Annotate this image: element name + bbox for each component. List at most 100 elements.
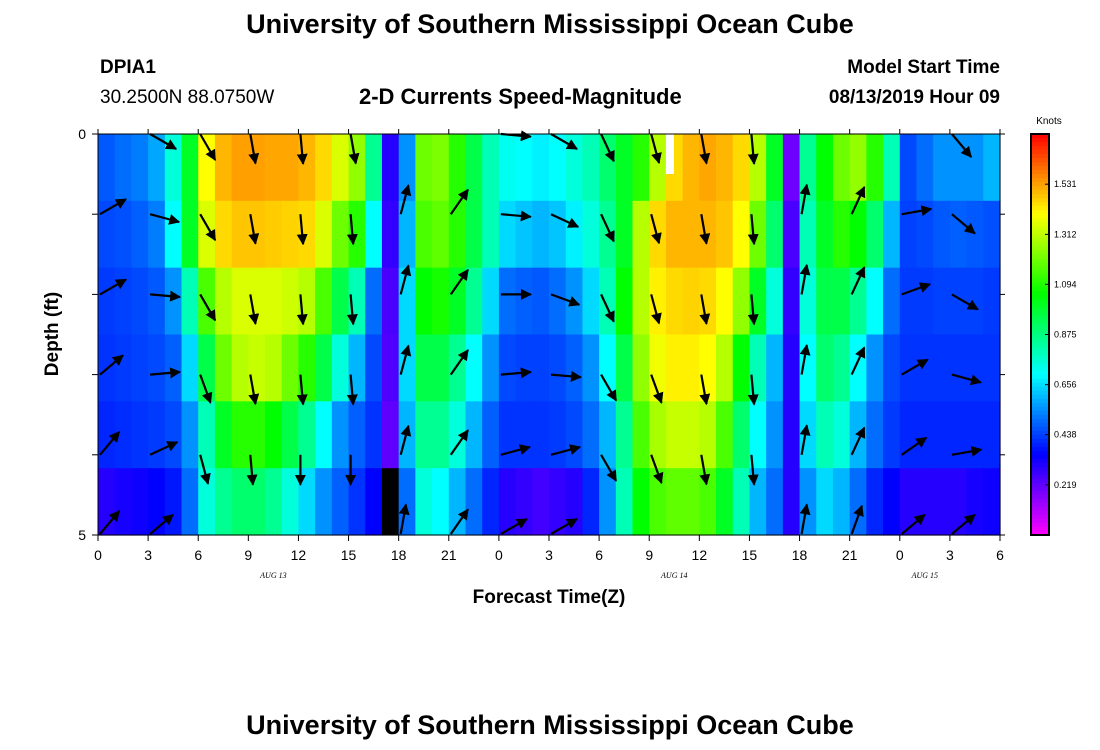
colorbar-segment — [1031, 182, 1049, 187]
current-vector-arrow — [600, 293, 615, 323]
heatmap-cell — [298, 401, 316, 469]
heatmap-cell — [799, 200, 817, 269]
heatmap-cell — [432, 267, 450, 336]
heatmap-cell — [281, 334, 300, 402]
colorbar-segment — [1031, 402, 1049, 408]
colorbar-tick-label: 1.094 — [1054, 279, 1077, 289]
heatmap-cell — [231, 200, 249, 269]
heatmap-cell — [933, 334, 951, 402]
heatmap-cell — [515, 267, 533, 336]
heatmap-cell — [749, 334, 767, 402]
heatmap-cell — [265, 468, 283, 536]
heatmap-cell — [549, 267, 567, 336]
colorbar-unit: Knots — [1036, 116, 1062, 127]
heatmap-cell — [331, 334, 350, 402]
current-vector-arrow — [850, 504, 864, 535]
heatmap-cell — [899, 334, 918, 402]
heatmap-cell — [114, 401, 132, 469]
colorbar-segment — [1031, 466, 1049, 472]
heatmap-cell — [949, 401, 968, 469]
heatmap-cell — [398, 200, 416, 269]
colorbar-segment — [1031, 250, 1049, 255]
heatmap-cell — [549, 334, 567, 402]
heatmap-cell — [716, 267, 734, 336]
colorbar-segment — [1031, 226, 1049, 231]
heatmap-cell — [983, 468, 1001, 536]
current-vector-arrow — [901, 282, 932, 296]
current-vector-arrow — [296, 374, 308, 406]
x-tick-label: 3 — [946, 547, 954, 563]
x-tick-label: 3 — [144, 547, 152, 563]
heatmap-cell — [465, 134, 483, 202]
heatmap-cell — [265, 401, 283, 469]
heatmap-cell — [281, 200, 300, 269]
heatmap-cell — [682, 334, 700, 402]
heatmap-cell — [949, 134, 968, 202]
station-coordinates: 30.2500N 88.0750W — [100, 87, 275, 108]
heatmap-cell — [816, 468, 834, 536]
colorbar-tick-label: 0.219 — [1054, 480, 1077, 490]
heatmap-cell — [665, 468, 684, 536]
heatmap-cell — [114, 468, 132, 536]
heatmap-cell — [899, 401, 918, 469]
heatmap-cell — [214, 200, 233, 269]
colorbar-segment — [1031, 346, 1049, 352]
heatmap-cell — [682, 267, 700, 336]
heatmap-cell — [749, 401, 767, 469]
heatmap-cell — [816, 134, 834, 202]
heatmap-cell — [415, 134, 433, 202]
heatmap-cell — [148, 334, 166, 402]
heatmap-cell — [265, 200, 283, 269]
colorbar-segment — [1031, 526, 1049, 532]
x-tick-label: 12 — [291, 547, 307, 563]
current-vector-arrow — [901, 436, 928, 456]
colorbar-segment — [1031, 418, 1049, 424]
current-vector-arrow — [296, 214, 308, 246]
current-vector-arrow — [399, 264, 412, 295]
heatmap-cell — [482, 334, 500, 402]
heatmap-cell — [131, 334, 149, 402]
colorbar-segment — [1031, 286, 1049, 291]
colorbar-segment — [1031, 158, 1049, 163]
heatmap-cell — [599, 200, 617, 269]
colorbar-segment — [1031, 170, 1049, 175]
heatmap-cell — [849, 134, 867, 202]
heatmap-cell — [432, 334, 450, 402]
heatmap-cell — [699, 401, 717, 469]
colorbar-segment — [1031, 386, 1049, 392]
heatmap-cell — [632, 401, 650, 469]
heatmap-cell — [381, 134, 400, 202]
heatmap-cell — [916, 200, 934, 269]
heatmap-cell — [532, 200, 550, 269]
heatmap-cell — [398, 401, 416, 469]
colorbar-segment — [1031, 178, 1049, 183]
heatmap-cell — [699, 134, 717, 202]
x-tick-label: 0 — [896, 547, 904, 563]
heatmap-cell — [766, 468, 784, 536]
heatmap-cell — [933, 134, 951, 202]
heatmap-cell — [432, 200, 450, 269]
colorbar-segment — [1031, 174, 1049, 179]
colorbar-segment — [1031, 506, 1049, 512]
heatmap-cell — [916, 401, 934, 469]
page-title: University of Southern Mississippi Ocean… — [246, 9, 854, 39]
heatmap-cell — [131, 134, 149, 202]
colorbar-segment — [1031, 438, 1049, 444]
current-vector-arrow — [799, 344, 811, 375]
heatmap-cell — [465, 334, 483, 402]
current-vector-arrow — [346, 374, 358, 406]
current-vector-arrow — [747, 133, 759, 165]
heatmap-cell — [498, 134, 517, 202]
colorbar-segment — [1031, 270, 1049, 275]
current-vector-arrow — [747, 214, 759, 246]
colorbar-segment — [1031, 494, 1049, 500]
colorbar-segment — [1031, 442, 1049, 448]
heatmap-cell — [749, 200, 767, 269]
heatmap-cell — [281, 401, 300, 469]
heatmap-cell — [782, 334, 801, 402]
heatmap-cell — [849, 267, 867, 336]
heatmap-cell — [983, 134, 1001, 202]
heatmap-cell — [315, 200, 333, 269]
heatmap-cell — [281, 134, 300, 202]
current-vector-arrow — [699, 374, 711, 406]
